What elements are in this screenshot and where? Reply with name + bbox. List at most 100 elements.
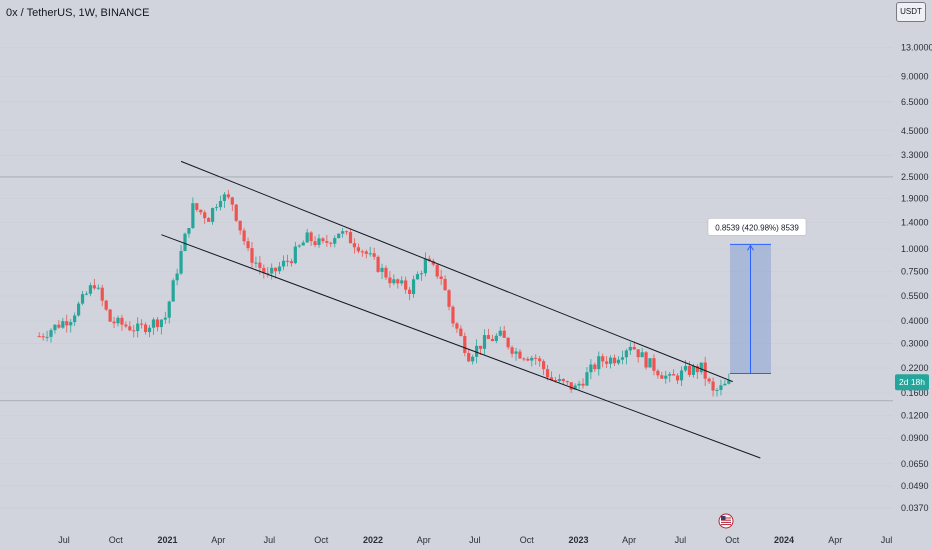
candle[interactable] (620, 350, 625, 365)
candle[interactable] (151, 317, 156, 335)
candle[interactable] (57, 320, 61, 329)
candle[interactable] (514, 347, 518, 361)
candle[interactable] (100, 284, 104, 307)
candle[interactable] (695, 364, 699, 379)
candle[interactable] (526, 356, 530, 362)
candle[interactable] (636, 349, 640, 363)
candle[interactable] (309, 231, 313, 247)
candle[interactable] (226, 189, 230, 200)
candle[interactable] (183, 232, 187, 252)
candle[interactable] (155, 316, 160, 332)
candle[interactable] (522, 357, 526, 362)
candle[interactable] (707, 377, 711, 384)
candle[interactable] (679, 366, 684, 387)
candle[interactable] (65, 314, 69, 333)
candle[interactable] (408, 286, 412, 301)
candle[interactable] (187, 227, 191, 238)
candle[interactable] (218, 195, 223, 211)
candle[interactable] (80, 291, 85, 306)
candle[interactable] (143, 322, 148, 335)
candle[interactable] (266, 267, 270, 278)
candle[interactable] (498, 326, 502, 337)
candle[interactable] (163, 311, 167, 324)
candle[interactable] (356, 243, 360, 254)
candle[interactable] (656, 369, 660, 379)
candle[interactable] (73, 312, 77, 327)
candle[interactable] (171, 278, 175, 302)
candle[interactable] (538, 355, 542, 367)
candle[interactable] (159, 319, 163, 335)
candle[interactable] (277, 261, 282, 275)
candle[interactable] (475, 339, 479, 364)
drawings-layer[interactable]: 0.8539 (420.98%) 8539 (161, 160, 807, 459)
candle[interactable] (506, 336, 510, 350)
candle[interactable] (699, 362, 703, 375)
candle[interactable] (672, 369, 676, 376)
trendline-lower[interactable] (161, 234, 761, 459)
candle[interactable] (329, 241, 333, 248)
candle[interactable] (565, 380, 569, 386)
candle[interactable] (372, 247, 376, 260)
candle[interactable] (104, 299, 108, 312)
candle[interactable] (467, 348, 471, 363)
candle[interactable] (76, 301, 81, 317)
candle[interactable] (628, 342, 632, 356)
candle[interactable] (545, 364, 550, 381)
candle[interactable] (486, 328, 491, 340)
candle[interactable] (84, 291, 89, 296)
candle[interactable] (321, 237, 325, 244)
candle[interactable] (297, 244, 301, 248)
candle[interactable] (360, 249, 364, 257)
candle[interactable] (167, 300, 171, 324)
candle[interactable] (96, 284, 100, 291)
candle[interactable] (238, 220, 242, 235)
candle[interactable] (49, 328, 53, 343)
price-axis[interactable]: 13.0000 9.0000 6.5000 4.5000 3.3000 2.5000 1.9… (895, 42, 932, 513)
candle[interactable] (624, 348, 628, 365)
time-axis[interactable]: Jul Oct 2021 Apr Jul Oct 2022 Apr Jul Oct 2023 Apr J… (58, 513, 892, 545)
candle[interactable] (136, 317, 140, 338)
candle[interactable] (281, 255, 286, 271)
candle[interactable] (443, 275, 447, 291)
candle[interactable] (593, 362, 597, 372)
candle[interactable] (664, 370, 668, 384)
candle[interactable] (140, 319, 144, 329)
candle[interactable] (337, 233, 341, 239)
candle[interactable] (112, 316, 116, 329)
candle[interactable] (124, 321, 128, 329)
candle[interactable] (463, 332, 467, 357)
candle[interactable] (285, 254, 290, 267)
candle[interactable] (502, 325, 506, 338)
candle[interactable] (289, 258, 294, 267)
candle[interactable] (660, 371, 664, 379)
candle[interactable] (364, 249, 368, 259)
candle[interactable] (325, 235, 329, 247)
candle[interactable] (589, 359, 593, 380)
candle[interactable] (439, 269, 443, 285)
candle[interactable] (581, 378, 585, 389)
candle[interactable] (640, 347, 644, 358)
candle[interactable] (451, 305, 455, 328)
trendline-upper[interactable] (180, 160, 733, 383)
us-flag-event-icon[interactable] (718, 513, 734, 529)
candle[interactable] (542, 359, 546, 375)
candle[interactable] (719, 379, 723, 396)
candle[interactable] (585, 366, 589, 387)
candle[interactable] (683, 359, 688, 373)
candle[interactable] (120, 314, 124, 331)
candle[interactable] (384, 265, 388, 280)
candle[interactable] (549, 371, 554, 381)
candle[interactable] (616, 356, 621, 365)
candle[interactable] (530, 355, 534, 367)
candle[interactable] (246, 237, 250, 252)
candle[interactable] (352, 238, 357, 254)
candle[interactable] (447, 289, 451, 311)
candle[interactable] (242, 227, 246, 246)
candle[interactable] (482, 329, 487, 355)
candle[interactable] (128, 321, 132, 332)
candle[interactable] (727, 373, 731, 385)
current-price-tag[interactable]: 2d 18h (895, 374, 929, 391)
candle[interactable] (392, 274, 396, 286)
candle[interactable] (175, 268, 179, 286)
